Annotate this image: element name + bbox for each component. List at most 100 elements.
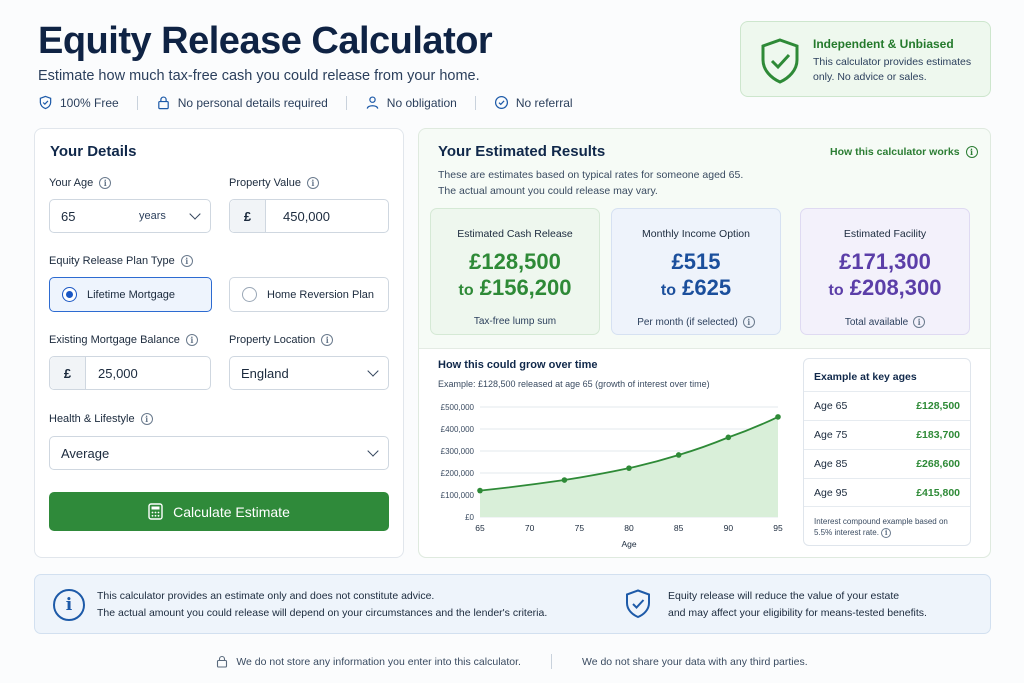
footer-left-text: We do not store any information you ente…: [236, 655, 521, 668]
growth-subtitle: Example: £128,500 released at age 65 (gr…: [438, 379, 710, 389]
info-circle-icon: i: [53, 589, 85, 621]
property-value-input[interactable]: £ 450,000: [229, 199, 389, 233]
key-value: £415,800: [916, 486, 960, 499]
divider: [550, 654, 552, 669]
health-value: Average: [61, 445, 110, 461]
growth-title: How this could grow over time: [438, 359, 598, 371]
info-icon[interactable]: i: [742, 316, 755, 328]
box-to: to: [660, 282, 677, 299]
box-high-value: to £156,200: [431, 275, 599, 301]
mortgage-label: Existing Mortgage Balance i: [49, 334, 198, 346]
mortgage-label-text: Existing Mortgage Balance: [49, 334, 180, 346]
box-low-value: £515: [671, 249, 721, 274]
data-point: [477, 487, 483, 494]
x-tick-label: 95: [773, 523, 783, 533]
disclaimer-line: Equity release will reduce the value of …: [668, 590, 900, 602]
age-value: 65: [61, 208, 76, 224]
plan-type-label: Equity Release Plan Type i: [49, 255, 193, 267]
box-to: to: [458, 282, 474, 299]
plan-option-lifetime-mortgage[interactable]: Lifetime Mortgage: [49, 277, 212, 312]
location-label-text: Property Location: [229, 334, 316, 346]
badge-no-details: No personal details required: [156, 95, 328, 110]
page-subtitle: Estimate how much tax-free cash you coul…: [38, 68, 480, 84]
health-select[interactable]: Average: [49, 436, 389, 470]
box-footer: Tax-free lump sum: [431, 316, 599, 327]
plan-option-home-reversion[interactable]: Home Reversion Plan: [229, 277, 389, 312]
key-value: £268,600: [916, 458, 960, 470]
info-icon[interactable]: i: [185, 334, 198, 346]
box-title: Monthly Income Option: [642, 228, 750, 240]
location-select[interactable]: England: [229, 356, 389, 390]
estate-warning-text: Equity release will reduce the value of …: [668, 588, 978, 622]
info-icon[interactable]: i: [881, 528, 892, 538]
details-heading: Your Details: [50, 143, 137, 160]
info-icon[interactable]: i: [140, 413, 153, 425]
series-area: [480, 416, 778, 517]
calculate-button[interactable]: Calculate Estimate: [49, 492, 389, 531]
disclaimer-panel: i This calculator provides an estimate o…: [34, 574, 991, 634]
calculator-icon: [148, 503, 163, 520]
location-value: England: [241, 365, 289, 381]
badge-free: 100% Free: [38, 95, 119, 110]
info-icon[interactable]: i: [913, 316, 926, 328]
shield-check-icon: [761, 38, 799, 84]
y-tick-label: £400,000: [441, 425, 475, 434]
divider: [345, 95, 347, 110]
y-tick-label: £100,000: [441, 491, 475, 500]
badge-no-obligation-label: No obligation: [386, 95, 457, 110]
box-footer: Total available i: [801, 316, 969, 328]
results-subtext-line: The actual amount you could release may …: [438, 184, 658, 197]
property-value-label: Property Value i: [229, 177, 319, 189]
radio-selected-icon: [62, 287, 77, 302]
key-age: Age 75: [814, 429, 848, 441]
box-low-value: £128,500: [469, 249, 561, 274]
info-icon[interactable]: i: [306, 177, 319, 189]
box-high: £156,200: [479, 275, 572, 300]
badge-no-referral: No referral: [494, 95, 573, 110]
info-icon[interactable]: i: [321, 334, 334, 346]
data-point: [626, 465, 632, 471]
box-high: £625: [682, 275, 732, 300]
plan-option-label: Home Reversion Plan: [267, 288, 374, 301]
badge-free-label: 100% Free: [60, 95, 119, 110]
age-label-text: Your Age: [49, 177, 94, 189]
box-footer-text: Per month (if selected): [637, 316, 738, 328]
how-calculator-works-link[interactable]: How this calculator works i: [830, 146, 978, 158]
key-age: Age 95: [814, 486, 848, 499]
info-icon: i: [965, 146, 978, 158]
cash-release-box: Estimated Cash Release £128,500 to £156,…: [430, 208, 600, 335]
divider: [474, 95, 476, 110]
mortgage-balance-input[interactable]: £ 25,000: [49, 356, 211, 390]
radio-unselected-icon: [242, 287, 257, 302]
results-subtext-line: These are estimates based on typical rat…: [438, 169, 744, 181]
key-ages-note: Interest compound example based on 5.5% …: [814, 516, 964, 538]
trust-badges: 100% Free No personal details required N…: [38, 95, 573, 110]
table-row: Age 95 £415,800: [804, 478, 970, 507]
disclaimer-text: This calculator provides an estimate onl…: [97, 588, 597, 622]
box-to: to: [828, 282, 844, 299]
disclaimer-line: The actual amount you could release will…: [97, 607, 548, 619]
x-tick-label: 75: [575, 523, 585, 533]
info-icon[interactable]: i: [99, 177, 112, 189]
age-select[interactable]: 65 years: [49, 199, 211, 233]
x-tick-label: 70: [525, 523, 535, 533]
info-icon[interactable]: i: [180, 255, 193, 267]
growth-chart: £0 £100,000 £200,000 £300,000 £400,000 £500,0…: [441, 403, 783, 549]
footer-privacy: We do not store any information you ente…: [216, 655, 521, 668]
box-footer-text: Total available: [844, 316, 909, 328]
box-high-value: to £208,300: [801, 275, 969, 301]
chevron-down-icon: [367, 445, 379, 457]
plan-option-label: Lifetime Mortgage: [87, 288, 176, 301]
currency-prefix: £: [50, 357, 86, 389]
table-row: Age 65 £128,500: [804, 391, 970, 420]
age-label: Your Age i: [49, 177, 112, 189]
footer-sharing: We do not share your data with any third…: [582, 656, 808, 668]
x-tick-label: 65: [475, 523, 485, 533]
disclaimer-line: This calculator provides an estimate onl…: [97, 590, 435, 602]
shield-check-icon: [39, 95, 52, 110]
x-tick-label: 90: [724, 523, 734, 533]
health-label-text: Health & Lifestyle: [49, 413, 135, 425]
key-value: £128,500: [916, 400, 960, 412]
key-ages-table: Example at key ages Age 65 £128,500 Age 7…: [803, 358, 971, 546]
x-tick-label: 85: [674, 523, 684, 533]
